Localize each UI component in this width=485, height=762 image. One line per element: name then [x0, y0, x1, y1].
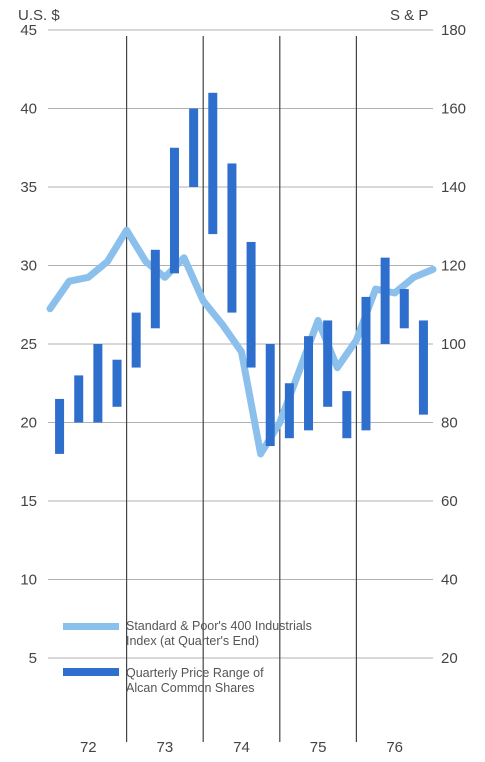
right-tick-label: 20 [441, 650, 458, 667]
index-series [50, 230, 433, 454]
price-range-bar [400, 289, 409, 328]
legend-swatch-price [63, 668, 119, 676]
price-range-bar [361, 297, 370, 430]
price-range-bar [170, 148, 179, 274]
price-range-bar [113, 360, 122, 407]
left-tick-label: 10 [20, 572, 37, 589]
x-tick-label: 75 [310, 739, 327, 756]
price-range-bar [189, 109, 198, 188]
right-tick-label: 160 [441, 101, 466, 118]
right-tick-label: 40 [441, 572, 458, 589]
legend-label-index-line2: Index (at Quarter's End) [126, 634, 259, 648]
price-range-bar [419, 320, 428, 414]
x-tick-label: 74 [233, 739, 250, 756]
legend-label-price-line1: Quarterly Price Range of [126, 666, 264, 680]
price-range-bar [93, 344, 102, 423]
price-range-bar [381, 258, 390, 344]
right-tick-label: 80 [441, 415, 458, 432]
right-axis: S & P 20 40 60 80 100 120 140 160 180 [390, 7, 466, 667]
price-range-bar [266, 344, 275, 446]
legend-label-index-line1: Standard & Poor's 400 Industrials [126, 619, 312, 633]
x-tick-label: 73 [157, 739, 174, 756]
left-tick-label: 30 [20, 258, 37, 275]
x-axis: 72 73 74 75 76 [80, 739, 403, 756]
right-tick-label: 180 [441, 22, 466, 39]
left-tick-label: 15 [20, 493, 37, 510]
right-tick-label: 140 [441, 179, 466, 196]
price-range-bar [151, 250, 160, 328]
right-tick-label: 100 [441, 336, 466, 353]
right-tick-label: 120 [441, 258, 466, 275]
right-tick-label: 60 [441, 493, 458, 510]
left-tick-label: 40 [20, 101, 37, 118]
price-range-bar [208, 93, 217, 234]
price-range-bar [342, 391, 351, 438]
left-tick-label: 35 [20, 179, 37, 196]
left-tick-label: 20 [20, 415, 37, 432]
x-tick-label: 72 [80, 739, 97, 756]
price-range-series [55, 93, 428, 454]
legend-label-price-line2: Alcan Common Shares [126, 681, 255, 695]
price-range-bar [132, 313, 141, 368]
x-tick-label: 76 [386, 739, 403, 756]
left-tick-label: 25 [20, 336, 37, 353]
price-range-bar [285, 383, 294, 438]
price-range-bar [74, 375, 83, 422]
sp-index-line [50, 230, 433, 454]
price-range-bar [247, 242, 256, 368]
left-tick-label: 45 [20, 22, 37, 39]
price-range-bar [227, 163, 236, 312]
legend-swatch-index [63, 623, 119, 630]
price-range-bar [304, 336, 313, 430]
left-tick-label: 5 [29, 650, 37, 667]
price-range-bar [55, 399, 64, 454]
right-axis-title: S & P [390, 7, 428, 24]
price-range-bar [323, 320, 332, 406]
legend: Standard & Poor's 400 Industrials Index … [63, 619, 312, 695]
